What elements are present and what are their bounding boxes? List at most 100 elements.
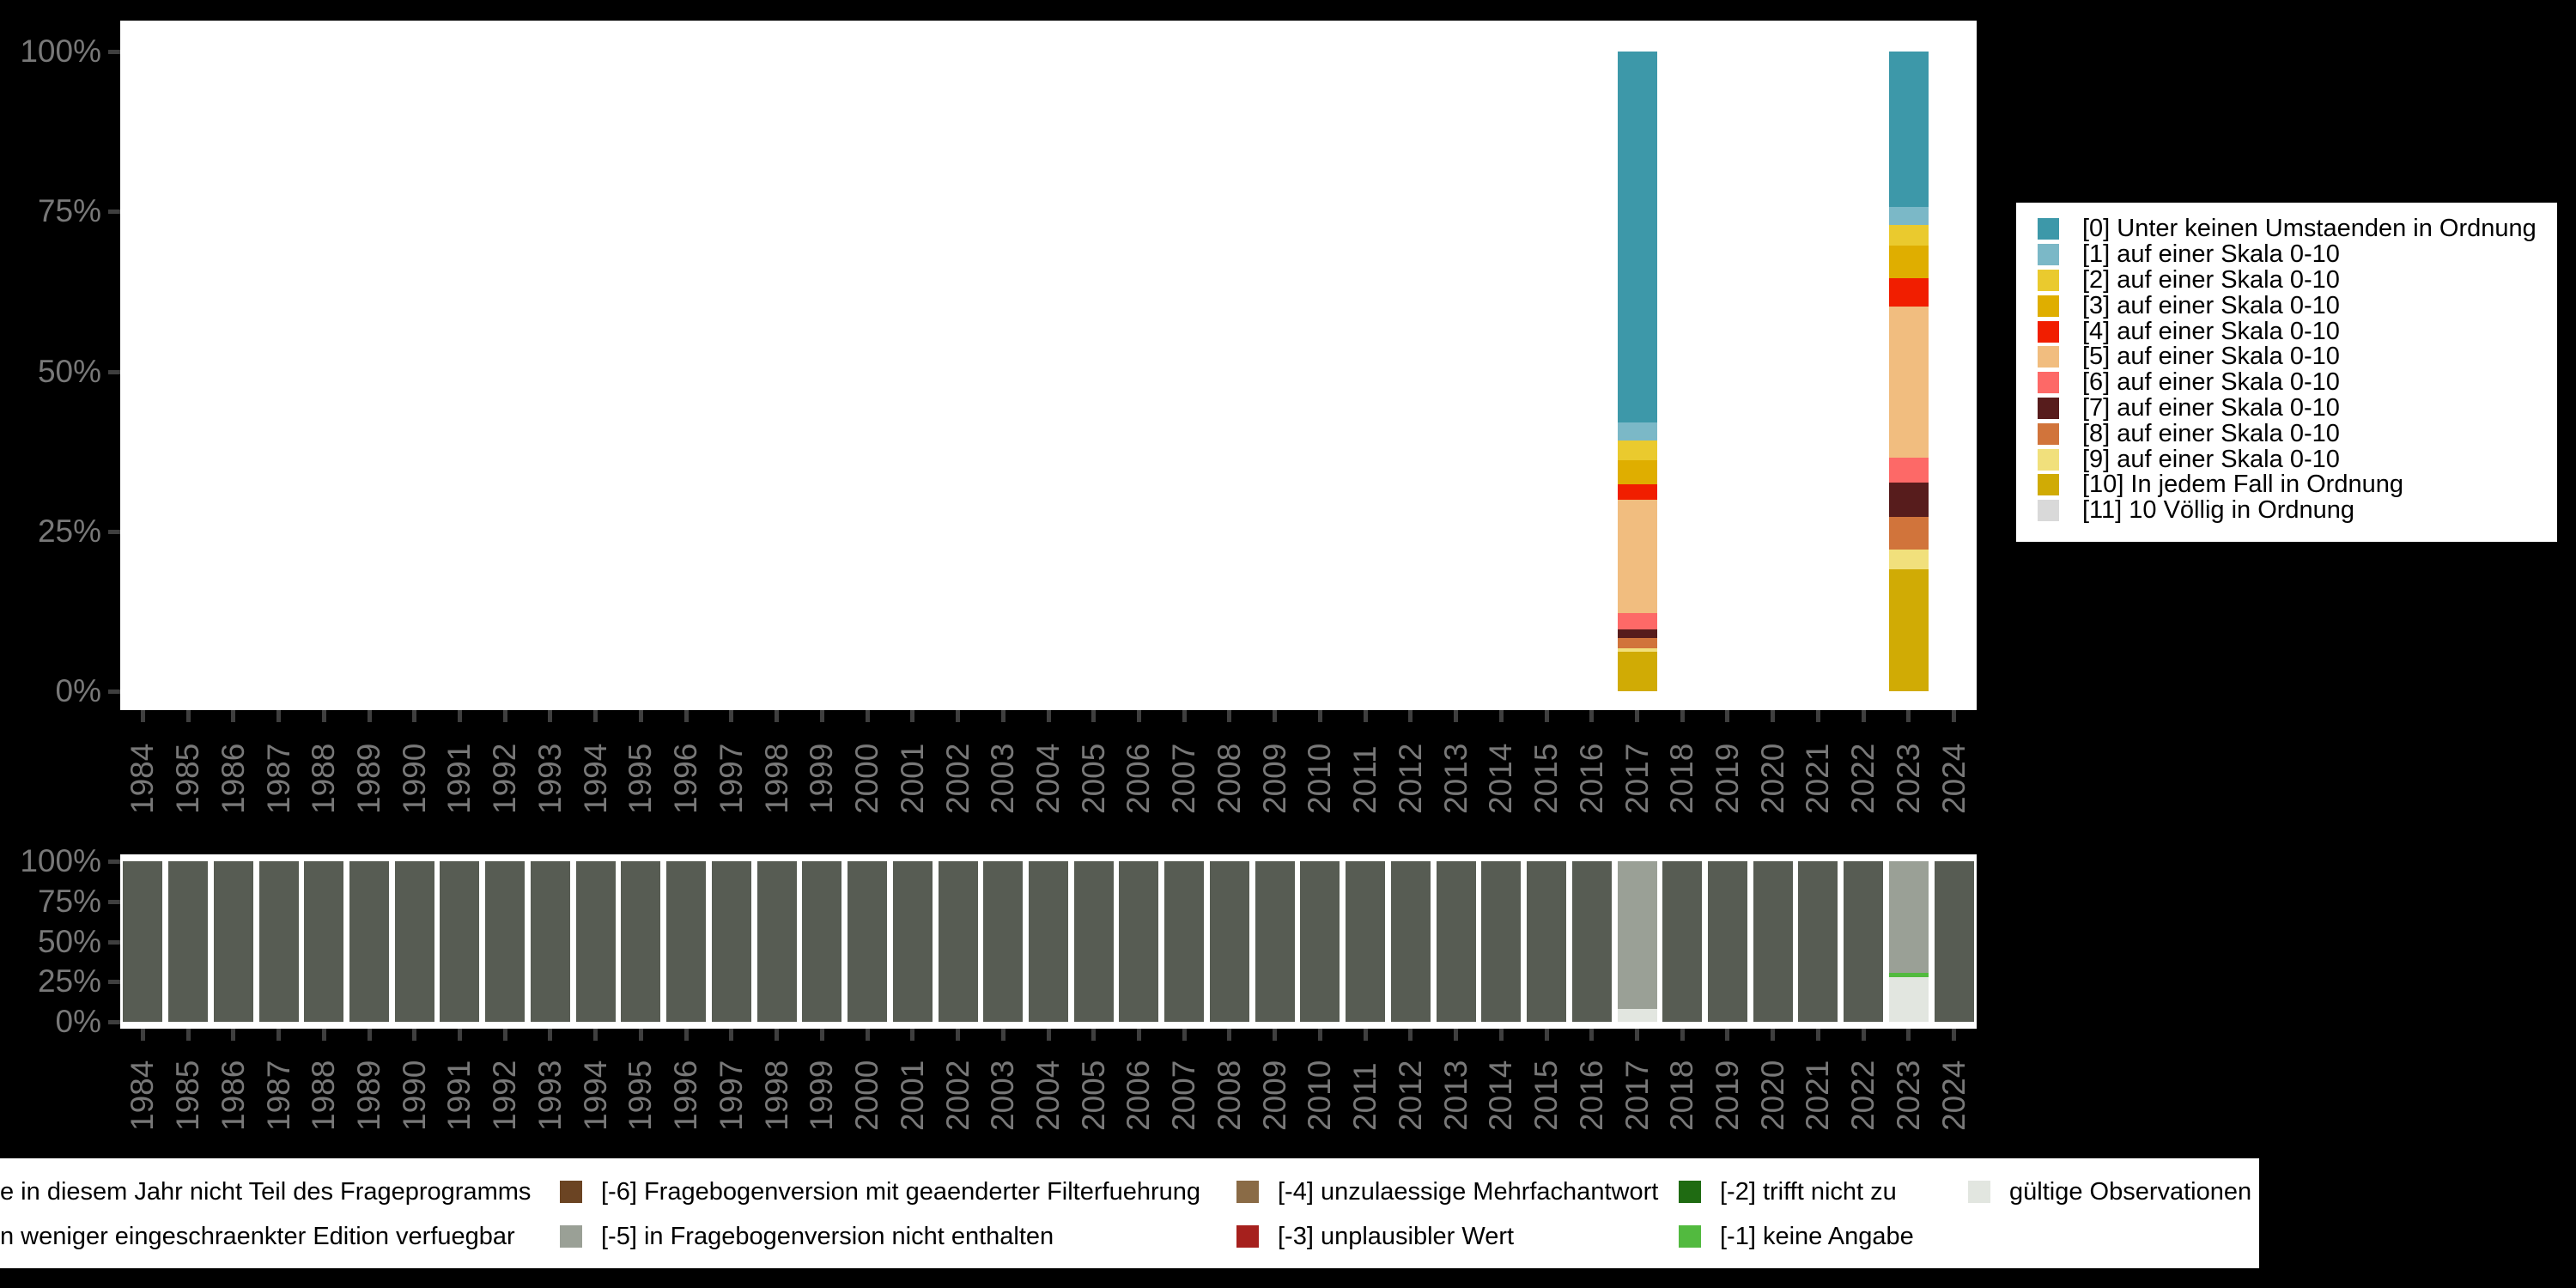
legend-label: [0] Unter keinen Umstaenden in Ordnung bbox=[2082, 215, 2537, 243]
legend-swatch bbox=[2038, 244, 2059, 266]
x-tick-mark bbox=[819, 1029, 824, 1041]
x-tick-mark bbox=[367, 1029, 372, 1041]
x-tick-label-year: 2019 bbox=[1709, 743, 1745, 814]
y-tick-label: 100% bbox=[20, 33, 101, 69]
x-tick-mark bbox=[638, 1029, 643, 1041]
legend-item: [-2] trifft nicht zu bbox=[1679, 1178, 1968, 1206]
x-tick-mark bbox=[956, 1029, 961, 1041]
x-tick-label-year: 2012 bbox=[1392, 743, 1428, 814]
bar-segment bbox=[485, 861, 526, 1022]
bar-segment bbox=[1888, 976, 1929, 1022]
legend-swatch bbox=[2038, 346, 2059, 368]
x-tick-mark bbox=[1589, 710, 1595, 722]
x-tick-label-year: 2024 bbox=[1935, 743, 1971, 814]
x-tick-label-year: 2013 bbox=[1437, 1060, 1473, 1131]
legend-label: [5] auf einer Skala 0-10 bbox=[2082, 343, 2340, 371]
x-tick-label-year: 2018 bbox=[1664, 743, 1700, 814]
bar-segment bbox=[1300, 861, 1340, 1022]
bar-segment bbox=[1164, 861, 1205, 1022]
x-tick-label-year: 2001 bbox=[894, 1060, 930, 1131]
x-tick-mark bbox=[1363, 710, 1368, 722]
x-tick-label-year: 2020 bbox=[1754, 1060, 1790, 1131]
x-tick-label-year: 2008 bbox=[1211, 1060, 1247, 1131]
x-tick-mark bbox=[276, 1029, 282, 1041]
bar-segment bbox=[1617, 648, 1657, 652]
x-tick-label-year: 1996 bbox=[668, 1060, 704, 1131]
x-tick-label-year: 1993 bbox=[532, 743, 568, 814]
x-tick-mark bbox=[1815, 1029, 1820, 1041]
legend-label: [-1] keine Angabe bbox=[1720, 1222, 1914, 1250]
x-tick-mark bbox=[729, 1029, 734, 1041]
legend-values: [0] Unter keinen Umstaenden in Ordnung [1… bbox=[2016, 203, 2557, 542]
bar-segment bbox=[1617, 422, 1657, 440]
legend-label: [11] 10 Völlig in Ordnung bbox=[2082, 496, 2355, 525]
legend-swatch bbox=[2038, 422, 2059, 445]
x-tick-label-year: 1998 bbox=[758, 1060, 794, 1131]
x-tick-mark bbox=[1317, 710, 1322, 722]
x-tick-label-year: 1987 bbox=[260, 1060, 296, 1131]
bar-segment bbox=[1617, 613, 1657, 629]
legend-item: gültige Observationen bbox=[1968, 1178, 2259, 1206]
x-tick-label-year: 1992 bbox=[487, 743, 523, 814]
legend-swatch bbox=[2038, 372, 2059, 394]
x-tick-mark bbox=[321, 710, 326, 722]
x-tick-mark bbox=[1544, 1029, 1549, 1041]
bar-segment bbox=[1888, 207, 1929, 225]
bar-segment bbox=[1662, 861, 1703, 1022]
x-tick-mark bbox=[910, 710, 915, 722]
x-tick-label-year: 2006 bbox=[1121, 1060, 1157, 1131]
legend-item: [-5] in Fragebogenversion nicht enthalte… bbox=[560, 1223, 1236, 1251]
x-tick-mark bbox=[1589, 1029, 1595, 1041]
x-tick-mark bbox=[1182, 1029, 1187, 1041]
y-tick-mark bbox=[108, 899, 120, 904]
bar-segment bbox=[938, 861, 978, 1022]
legend-swatch bbox=[2038, 448, 2059, 471]
x-tick-label-year: 2017 bbox=[1619, 743, 1655, 814]
x-tick-mark bbox=[1317, 1029, 1322, 1041]
x-tick-label-year: 2007 bbox=[1166, 743, 1202, 814]
x-tick-mark bbox=[1091, 1029, 1097, 1041]
x-tick-label-year: 2016 bbox=[1573, 1060, 1609, 1131]
y-tick-label: 50% bbox=[37, 353, 101, 389]
x-tick-mark bbox=[1273, 1029, 1278, 1041]
x-tick-label-year: 2014 bbox=[1483, 1060, 1519, 1131]
legend-item: [6] auf einer Skala 0-10 bbox=[2038, 368, 2557, 396]
x-tick-mark bbox=[910, 1029, 915, 1041]
x-tick-label-year: 1984 bbox=[125, 743, 161, 814]
legend-swatch bbox=[2038, 474, 2059, 496]
x-tick-label-year: 2001 bbox=[894, 743, 930, 814]
x-tick-label-year: 2005 bbox=[1075, 1060, 1111, 1131]
x-tick-mark bbox=[1408, 710, 1413, 722]
x-tick-label-year: 1985 bbox=[170, 743, 206, 814]
legend-item: [5] auf einer Skala 0-10 bbox=[2038, 343, 2557, 371]
x-tick-label-year: 2015 bbox=[1528, 1060, 1564, 1131]
x-tick-label-year: 1990 bbox=[396, 743, 432, 814]
x-tick-mark bbox=[412, 710, 417, 722]
legend-swatch bbox=[1679, 1181, 1701, 1203]
y-tick-label: 50% bbox=[37, 923, 101, 959]
x-tick-mark bbox=[1046, 710, 1051, 722]
bar-segment bbox=[1255, 861, 1295, 1022]
x-tick-label-year: 1987 bbox=[260, 743, 296, 814]
x-tick-label-year: 2010 bbox=[1302, 743, 1338, 814]
bar-segment bbox=[756, 861, 797, 1022]
x-tick-mark bbox=[1952, 710, 1957, 722]
bar-segment bbox=[1073, 861, 1114, 1022]
legend-swatch bbox=[2038, 397, 2059, 419]
x-tick-mark bbox=[1861, 1029, 1866, 1041]
x-tick-label-year: 1999 bbox=[804, 743, 840, 814]
x-tick-label-year: 2003 bbox=[985, 743, 1021, 814]
legend-swatch bbox=[2038, 269, 2059, 291]
bar-segment bbox=[1888, 483, 1929, 517]
bar-segment bbox=[258, 861, 299, 1022]
bar-segment bbox=[440, 861, 480, 1022]
legend-item: [7] auf einer Skala 0-10 bbox=[2038, 394, 2557, 422]
x-tick-mark bbox=[1273, 710, 1278, 722]
x-tick-mark bbox=[457, 710, 462, 722]
x-tick-mark bbox=[775, 1029, 780, 1041]
y-tick-label: 75% bbox=[37, 193, 101, 229]
legend-item: [9] auf einer Skala 0-10 bbox=[2038, 446, 2557, 473]
x-tick-label-year: 2008 bbox=[1211, 743, 1247, 814]
x-tick-label-year: 2018 bbox=[1664, 1060, 1700, 1131]
